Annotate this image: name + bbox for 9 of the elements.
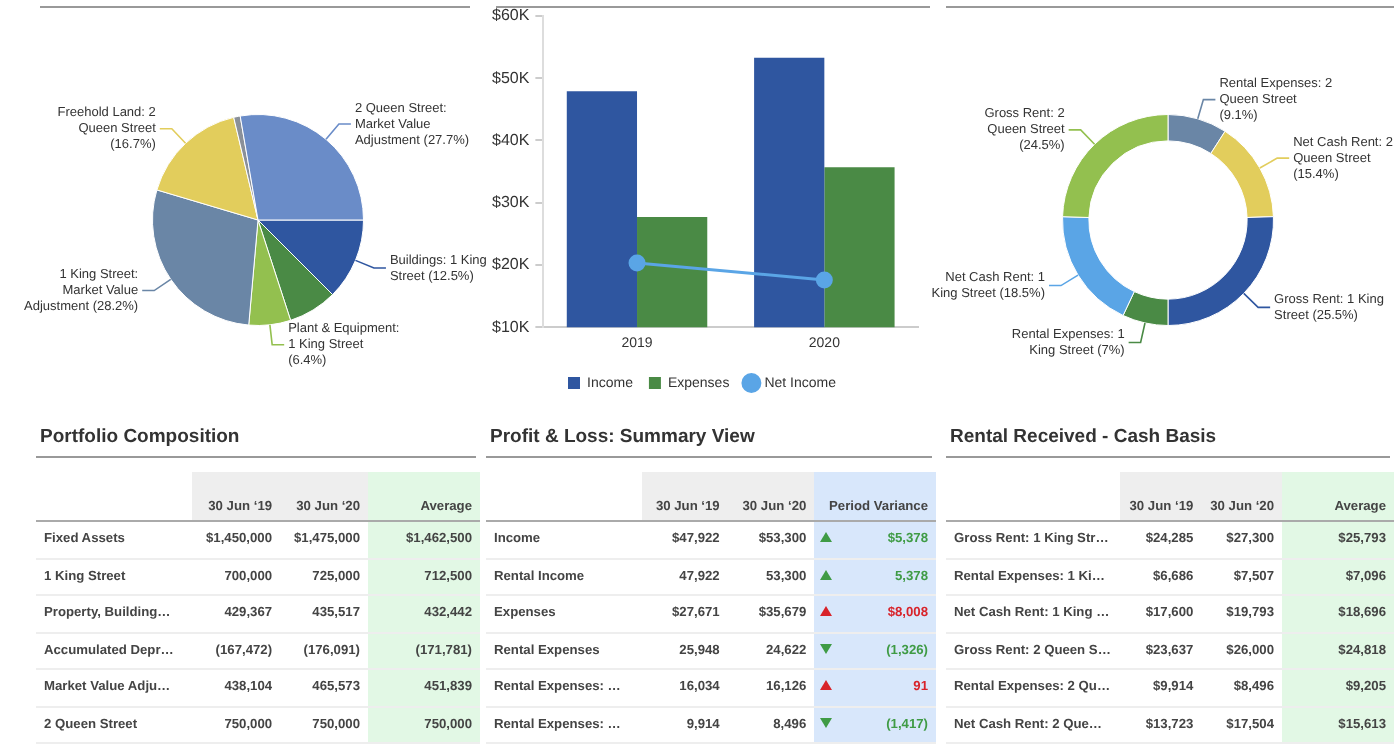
y-tick-label: $30K [491,193,531,212]
y-tick-label: $60K [491,6,531,25]
y-tick-label: $20K [491,255,531,274]
text: Portfolio Composition [36,426,476,458]
text: Profit & Loss: Summary View [486,426,932,458]
y-tick-label: $50K [491,68,531,87]
text: Rental Received - Cash Basis [946,426,1390,458]
y-tick-label: $10K [491,317,531,336]
y-tick-label: $40K [491,130,531,149]
